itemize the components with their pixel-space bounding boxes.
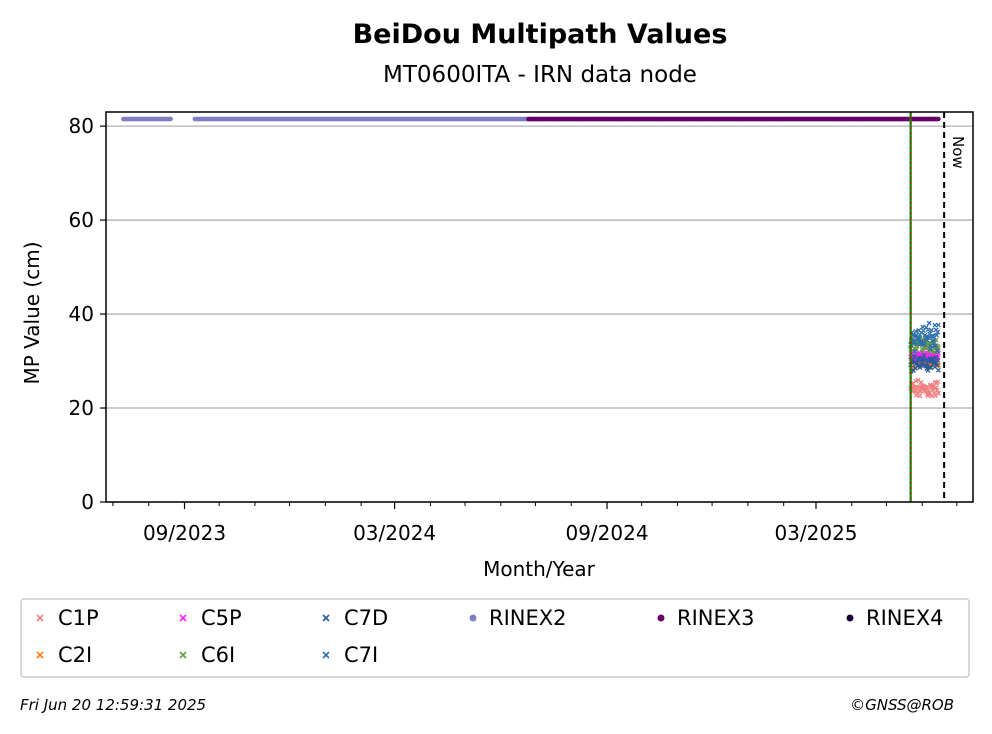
- legend-label: C5P: [201, 606, 242, 630]
- data-point: [928, 343, 934, 349]
- legend-marker: [657, 614, 665, 622]
- grid-lines: [106, 125, 973, 503]
- legend-marker: [179, 614, 187, 622]
- y-tick-label: 0: [81, 490, 94, 514]
- data-point: [935, 390, 941, 396]
- data-point: [911, 354, 917, 359]
- data-point: [926, 320, 932, 326]
- data-point: [934, 332, 940, 338]
- footer-credit: ©GNSS@ROB: [850, 696, 954, 714]
- legend-item-c1p: C1P: [36, 606, 99, 630]
- data-point: [917, 393, 923, 399]
- rinex-point: [168, 116, 173, 122]
- legend-item-c6i: C6I: [179, 643, 235, 667]
- rinex-bar-rinex3: [526, 116, 941, 122]
- legend: C1P C5P C7D RINEX2 RINEX3 RINEX4 C2I C6I C7I: [20, 598, 970, 678]
- series-c7i: [908, 320, 941, 354]
- legend-label: C7I: [344, 643, 378, 667]
- data-point: [924, 384, 930, 390]
- legend-item-rinex3: RINEX3: [657, 606, 755, 630]
- legend-marker: [36, 614, 44, 622]
- data-point: [926, 335, 932, 340]
- now-label: Now: [949, 136, 967, 169]
- y-tick-label: 80: [69, 114, 94, 138]
- data-point: [920, 348, 926, 354]
- data-point: [924, 363, 930, 369]
- y-tick-label: 40: [69, 302, 94, 326]
- legend-marker: [36, 651, 44, 659]
- x-axis-label: Month/Year: [483, 557, 596, 581]
- plot-frame: [105, 111, 974, 503]
- legend-label: RINEX2: [489, 606, 567, 630]
- legend-marker: [179, 651, 187, 659]
- legend-label: C1P: [58, 606, 99, 630]
- x-tick-label: 09/2024: [565, 521, 648, 545]
- data-point: [918, 388, 923, 394]
- legend-item-c5p: C5P: [179, 606, 242, 630]
- data-point: [935, 357, 941, 363]
- rinex-bar-rinex2: [192, 116, 531, 122]
- x-tick-label: 09/2023: [143, 521, 226, 545]
- data-point: [935, 329, 941, 335]
- rinex-point: [936, 116, 941, 122]
- data-point: [918, 379, 924, 385]
- legend-label: C6I: [201, 643, 235, 667]
- y-tick-label: 60: [69, 208, 94, 232]
- legend-item-rinex2: RINEX2: [469, 606, 567, 630]
- legend-label: C7D: [344, 606, 388, 630]
- x-tick-label: 03/2024: [353, 521, 436, 545]
- series-c7d: [908, 353, 941, 374]
- legend-box: [20, 598, 970, 678]
- data-point: [935, 344, 941, 350]
- chart-title: BeiDou Multipath Values: [353, 19, 728, 50]
- data-point: [912, 348, 918, 354]
- data-point: [930, 333, 936, 339]
- data-point: [920, 324, 926, 330]
- data-point: [935, 362, 941, 368]
- legend-marker: [469, 614, 477, 622]
- data-point: [935, 379, 941, 385]
- data-point: [922, 358, 928, 364]
- chart-subtitle: MT0600ITA - IRN data node: [383, 62, 697, 88]
- legend-label: RINEX3: [677, 606, 755, 630]
- data-point: [931, 337, 937, 343]
- legend-label: RINEX4: [866, 606, 944, 630]
- data-point: [921, 353, 927, 358]
- data-point: [934, 362, 940, 368]
- data-point: [933, 385, 939, 391]
- legend-marker: [846, 614, 854, 622]
- data-point: [934, 348, 940, 354]
- rinex-bar-rinex2: [121, 116, 173, 122]
- data-point: [928, 365, 934, 371]
- axes: 0 20 40 60 80 09/2023 03/2024 09/2024 03/2025: [69, 111, 974, 545]
- data-point: [935, 367, 941, 373]
- data-point: [922, 342, 927, 348]
- data-point: [914, 341, 920, 347]
- x-tick-label: 03/2025: [774, 521, 857, 545]
- legend-item-rinex4: RINEX4: [846, 606, 944, 630]
- legend-item-c7i: C7I: [322, 643, 378, 667]
- legend-label: C2I: [58, 643, 92, 667]
- series-c1p: [908, 377, 941, 399]
- data-point: [933, 343, 938, 349]
- reference-lines: Now: [909, 112, 967, 502]
- legend-marker: [322, 651, 330, 659]
- rinex-bars: [121, 116, 941, 122]
- data-point: [916, 336, 922, 342]
- legend-item-c7d: C7D: [322, 606, 388, 630]
- y-axis-label: MP Value (cm): [20, 241, 44, 384]
- footer-timestamp: Fri Jun 20 12:59:31 2025: [20, 696, 206, 714]
- data-point: [928, 327, 934, 333]
- legend-item-c2i: C2I: [36, 643, 92, 667]
- legend-marker: [322, 614, 330, 622]
- data-points: [908, 320, 941, 399]
- data-point: [934, 387, 940, 393]
- y-tick-label: 20: [69, 396, 94, 420]
- data-point: [935, 322, 941, 328]
